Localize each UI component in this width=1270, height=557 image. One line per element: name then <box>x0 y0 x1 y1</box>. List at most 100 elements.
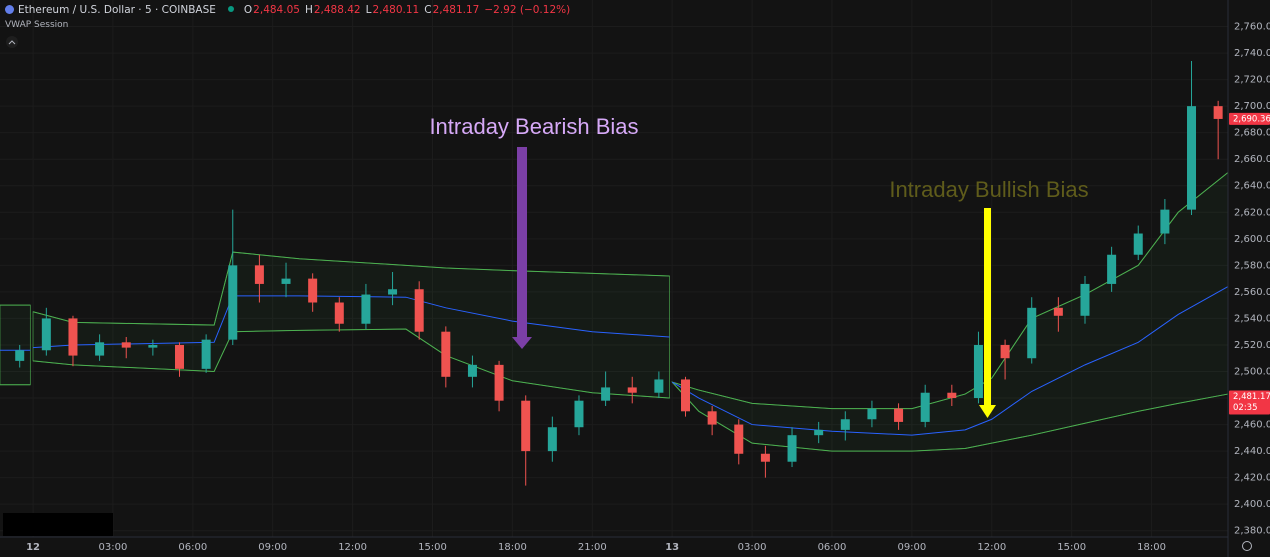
candle-body <box>68 318 78 356</box>
candle-body <box>1027 307 1037 359</box>
x-tick-label: 13 <box>665 542 679 553</box>
y-tick-label: 2,740.00 <box>1234 48 1270 59</box>
collapse-icon <box>8 40 16 45</box>
candle-body <box>174 344 184 369</box>
candle-body <box>627 387 637 393</box>
price-tag-label: 2,481.17 <box>1233 392 1270 402</box>
status-dot <box>227 6 234 12</box>
y-tick-label: 2,600.00 <box>1234 234 1270 245</box>
watermark-box <box>3 513 113 536</box>
x-tick-label: 18:00 <box>498 542 527 553</box>
x-tick-label: 15:00 <box>418 542 447 553</box>
y-tick-label: 2,720.00 <box>1234 75 1270 86</box>
y-tick-label: 2,520.00 <box>1234 340 1270 351</box>
change: −2.92 (−0.12%) <box>484 4 571 16</box>
candle-body <box>920 392 930 422</box>
coin-icon <box>5 5 14 14</box>
candle-body <box>15 350 25 361</box>
x-tick-label: 06:00 <box>818 542 847 553</box>
candle-body <box>414 289 424 332</box>
bullish-arrow-shaft <box>984 208 991 405</box>
x-tick-label: 09:00 <box>258 542 287 553</box>
x-tick-label: 21:00 <box>578 542 607 553</box>
candle-body <box>95 342 105 356</box>
x-tick-label: 06:00 <box>178 542 207 553</box>
x-tick-label: 09:00 <box>897 542 926 553</box>
candle-body <box>121 342 131 348</box>
candle-body <box>1107 254 1117 284</box>
bearish-arrow-shaft <box>517 147 527 337</box>
bullish-arrow-head <box>979 405 996 418</box>
candle-body <box>1187 106 1197 210</box>
l-label: L <box>365 4 372 16</box>
candle-body <box>308 278 318 303</box>
h-label: H <box>304 4 313 16</box>
candle-body <box>867 408 877 420</box>
candle-body <box>334 302 344 324</box>
x-tick-label: 18:00 <box>1137 542 1166 553</box>
y-tick-label: 2,620.00 <box>1234 207 1270 218</box>
x-tick-label: 03:00 <box>738 542 767 553</box>
band-fill <box>32 251 670 399</box>
open: 2,484.05 <box>253 4 300 16</box>
band-fill <box>670 171 1229 452</box>
candle-body <box>41 318 51 351</box>
collapse-button[interactable] <box>6 36 18 48</box>
y-tick-label: 2,760.00 <box>1234 22 1270 33</box>
x-tick-label: 15:00 <box>1057 542 1086 553</box>
y-tick-label: 2,440.00 <box>1234 446 1270 457</box>
price-tag <box>1229 112 1270 125</box>
annotation: Intraday Bearish Bias <box>429 114 638 139</box>
o-label: O <box>243 4 253 16</box>
x-tick-label: 03:00 <box>99 542 128 553</box>
candle-body <box>1133 233 1143 255</box>
candle-body <box>1080 283 1090 316</box>
candle-body <box>281 278 291 284</box>
indicator-label: VWAP Session <box>5 20 69 30</box>
x-tick-label: 12:00 <box>977 542 1006 553</box>
y-tick-label: 2,500.00 <box>1234 366 1270 377</box>
candle-body <box>494 364 504 401</box>
settings-icon[interactable] <box>1242 541 1252 551</box>
y-tick-label: 2,660.00 <box>1234 154 1270 165</box>
candle-body <box>361 294 371 324</box>
c-label: C <box>424 4 432 16</box>
candle-body <box>228 265 238 340</box>
candle-body <box>547 427 557 452</box>
candle-body <box>601 387 611 401</box>
y-tick-label: 2,420.00 <box>1234 473 1270 484</box>
candle-body <box>1000 344 1010 359</box>
x-tick-label: 12:00 <box>338 542 367 553</box>
y-tick-label: 2,700.00 <box>1234 101 1270 112</box>
candle-body <box>814 429 824 436</box>
candle-body <box>521 400 531 452</box>
candle-body <box>148 344 158 348</box>
y-tick-label: 2,640.00 <box>1234 181 1270 192</box>
y-tick-label: 2,580.00 <box>1234 260 1270 271</box>
candle-body <box>441 331 451 377</box>
candle-body <box>1213 106 1223 119</box>
high: 2,488.42 <box>313 4 361 16</box>
annotation: Intraday Bullish Bias <box>889 177 1088 202</box>
price-tag <box>1229 390 1270 415</box>
price-tag-label: 2,690.36 <box>1233 114 1270 124</box>
candle-body <box>840 419 850 430</box>
candle-body <box>734 424 744 454</box>
candle-body <box>681 379 691 412</box>
legend-header: Ethereum / U.S. Dollar · 5 · COINBASE O2,… <box>5 4 575 16</box>
y-tick-label: 2,540.00 <box>1234 313 1270 324</box>
y-tick-label: 2,560.00 <box>1234 287 1270 298</box>
symbol: Ethereum / U.S. Dollar · 5 · COINBASE <box>18 4 216 16</box>
y-tick-label: 2,680.00 <box>1234 128 1270 139</box>
low: 2,480.11 <box>372 4 420 16</box>
x-tick-label: 12 <box>26 542 40 553</box>
band-fill <box>0 304 31 386</box>
candle-body <box>254 265 264 284</box>
candle-body <box>787 435 797 462</box>
candle-body <box>894 408 904 422</box>
candle-body <box>1160 209 1170 234</box>
candle-body <box>654 379 664 393</box>
candle-body <box>760 453 770 462</box>
